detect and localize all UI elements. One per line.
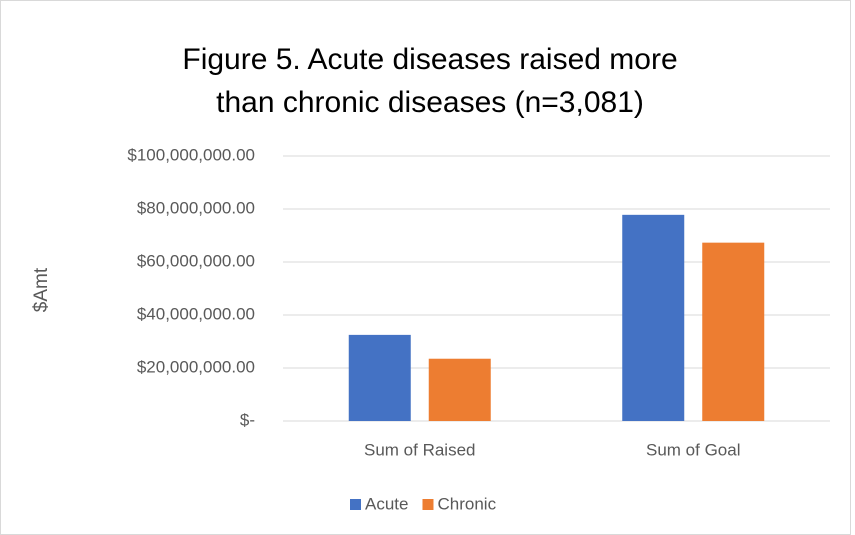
x-tick-label: Sum of Goal: [646, 440, 741, 459]
legend-swatch: [350, 499, 361, 510]
bar: [428, 358, 491, 421]
x-tick-label: Sum of Raised: [364, 440, 476, 459]
y-tick-label: $60,000,000.00: [137, 251, 255, 270]
y-tick-label: $-: [240, 410, 255, 429]
y-tick-label: $40,000,000.00: [137, 304, 255, 323]
y-axis-label: $Amt: [31, 267, 52, 312]
y-tick-label: $20,000,000.00: [137, 357, 255, 376]
bar: [622, 214, 685, 421]
chart-title: Figure 5. Acute diseases raised more tha…: [182, 43, 678, 119]
legend-swatch: [422, 499, 434, 510]
bar: [348, 334, 411, 421]
bar: [702, 242, 765, 421]
legend-label: Acute: [365, 494, 408, 513]
y-tick-label: $100,000,000.00: [127, 145, 255, 164]
legend-label: Chronic: [437, 494, 496, 513]
y-tick-label: $80,000,000.00: [137, 198, 255, 217]
